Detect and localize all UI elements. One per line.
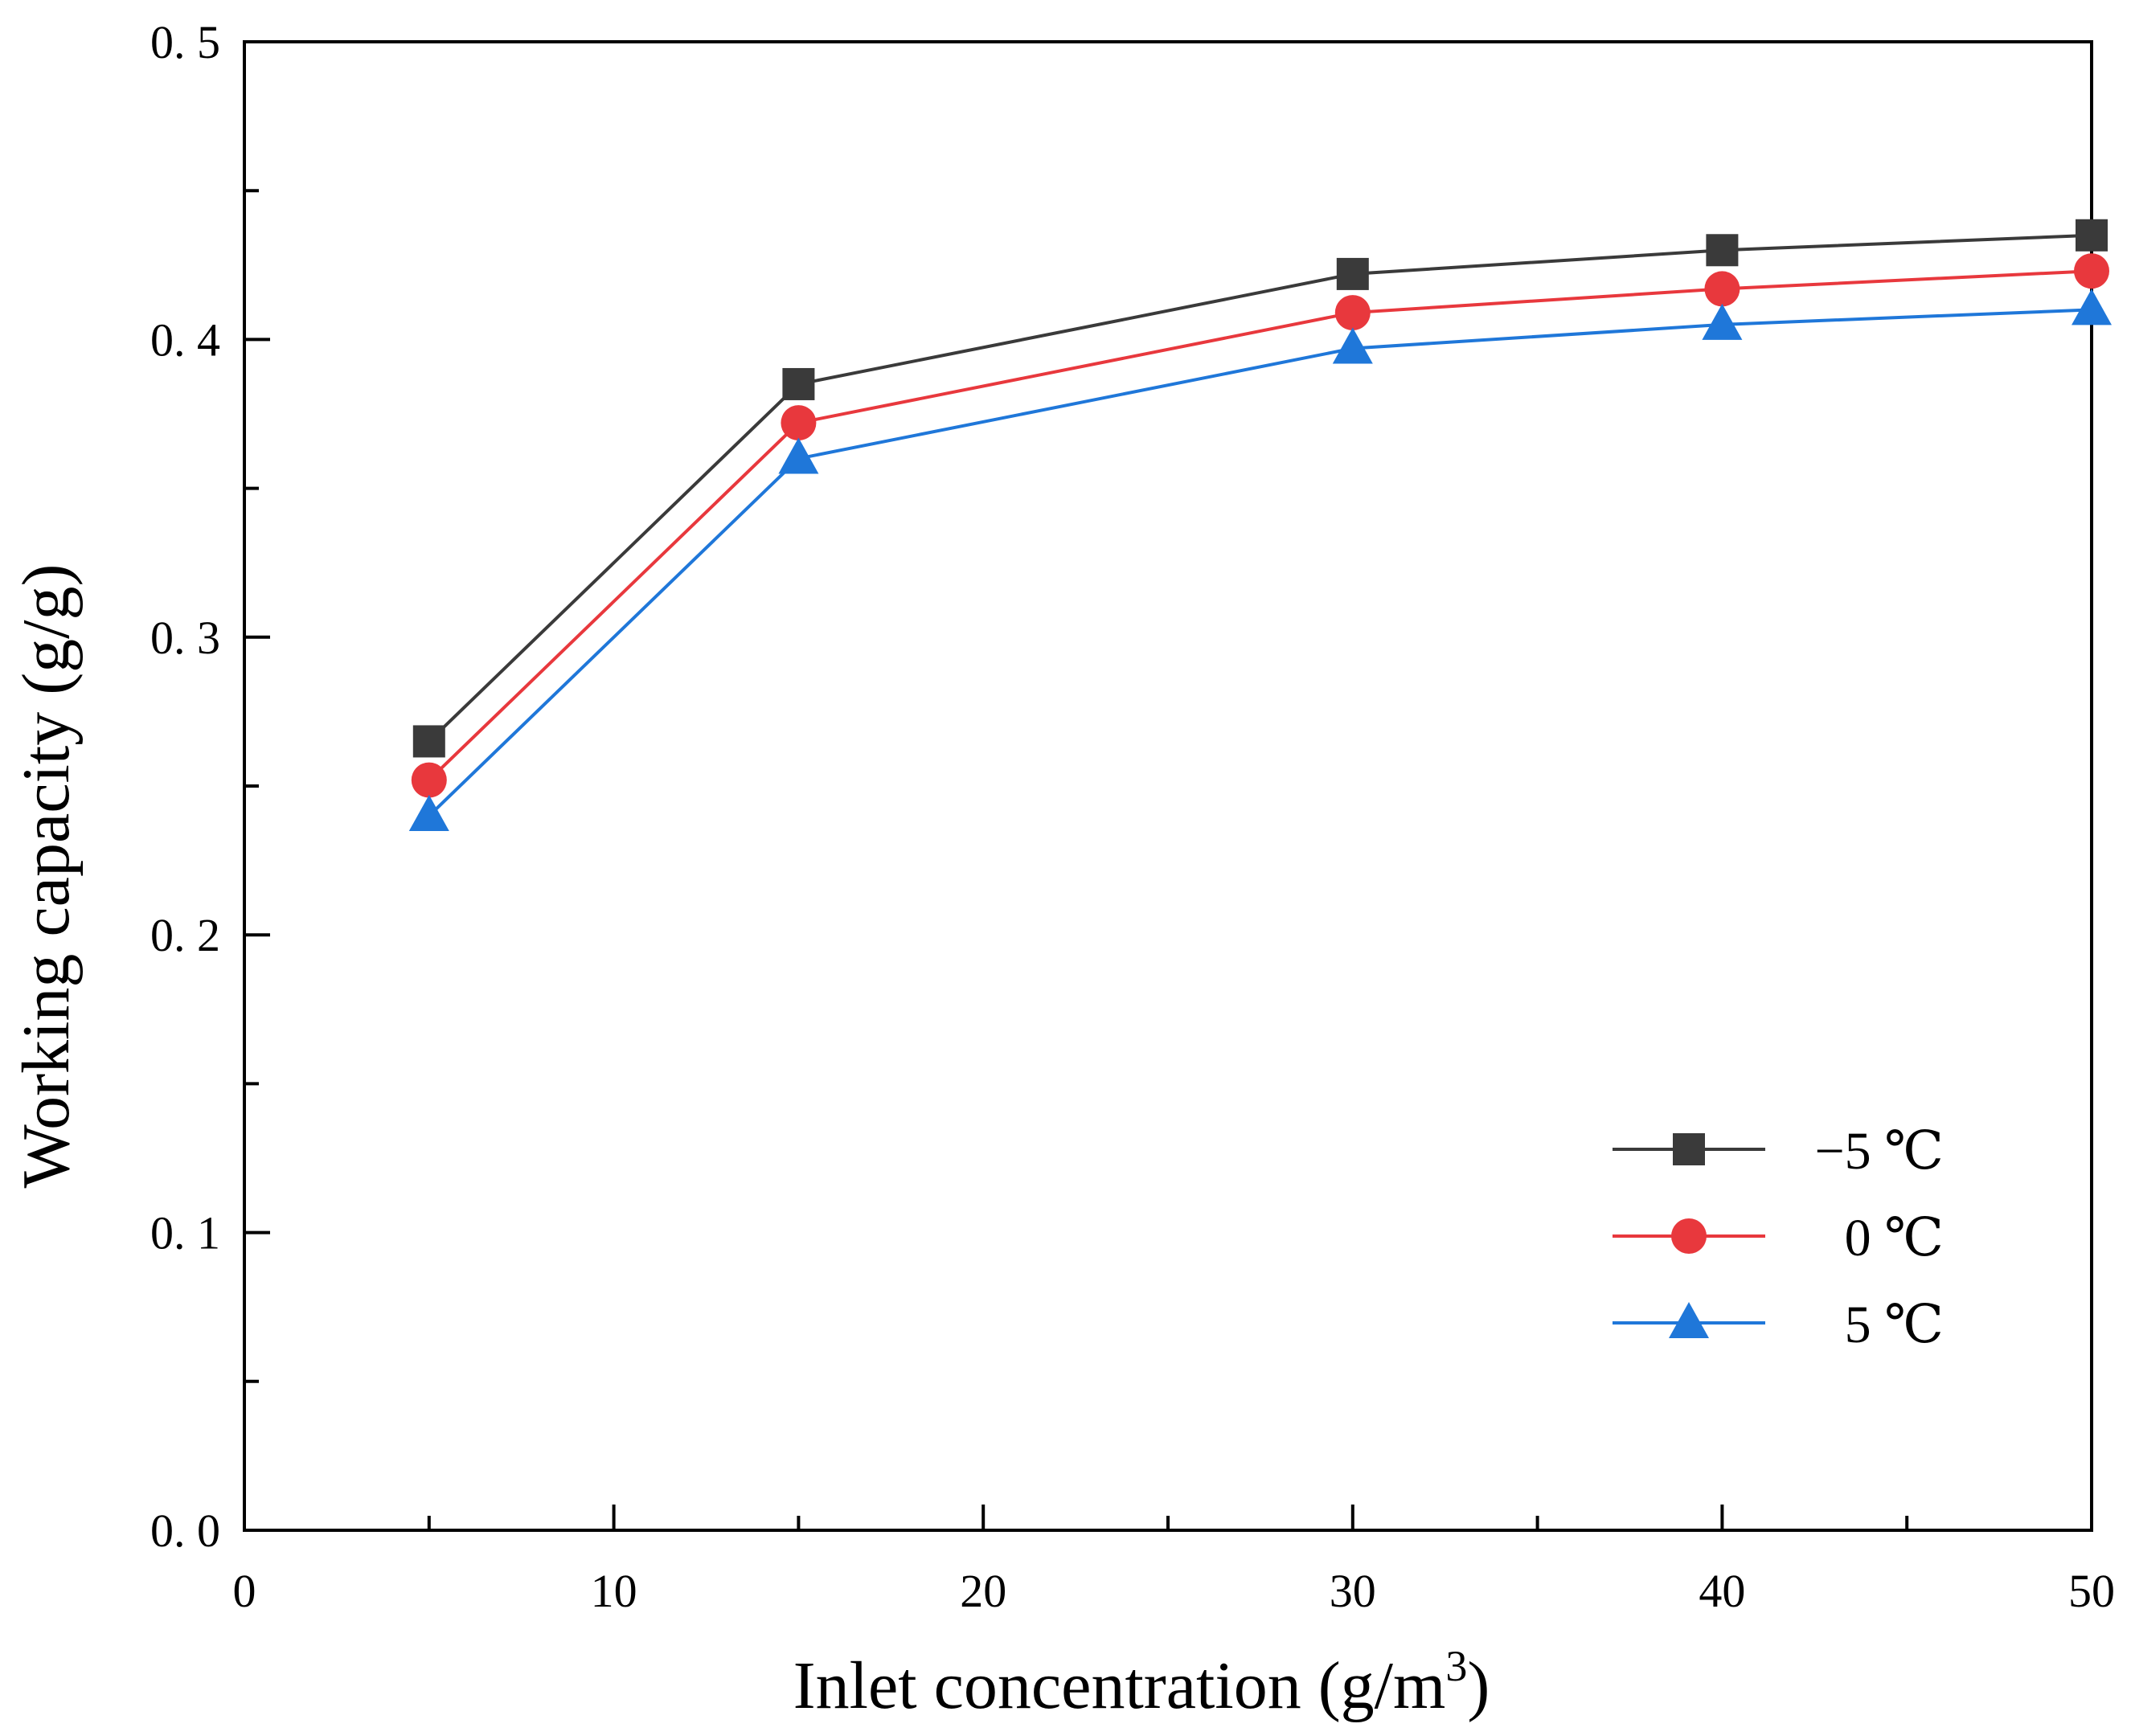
x-tick-label: 0 <box>233 1565 256 1617</box>
y-tick-label: 0. 0 <box>150 1505 220 1557</box>
series-3 <box>408 289 2112 832</box>
x-axis: 0 10 20 30 40 50 <box>233 1505 2115 1617</box>
x-tick-label: 20 <box>960 1565 1006 1617</box>
series-2 <box>411 253 2109 798</box>
data-point <box>408 795 449 832</box>
data-point <box>1704 271 1740 307</box>
legend: −5 ℃ 0 ℃ 5 ℃ <box>1613 1122 1944 1354</box>
y-axis-title: Working capacity (g/g) <box>9 564 84 1189</box>
data-point <box>2072 289 2112 326</box>
plot-border <box>243 40 2093 1532</box>
data-point <box>2074 253 2109 289</box>
data-point <box>1334 295 1371 331</box>
legend-marker <box>1671 1218 1707 1254</box>
legend-label: 0 ℃ <box>1845 1209 1944 1267</box>
series-line <box>428 269 2092 782</box>
legend-label: −5 ℃ <box>1814 1122 1944 1181</box>
y-tick-label: 0. 3 <box>150 612 220 664</box>
y-tick-label: 0. 1 <box>150 1207 220 1259</box>
data-point <box>782 367 815 400</box>
data-point <box>411 762 447 798</box>
legend-marker <box>1673 1133 1705 1165</box>
x-tick-label: 10 <box>591 1565 637 1617</box>
y-tick-label: 0. 2 <box>150 909 220 961</box>
y-tick-label: 0. 4 <box>150 313 220 366</box>
plot-area <box>243 40 2093 1532</box>
y-tick-label: 0. 5 <box>150 16 220 68</box>
data-point <box>778 437 819 474</box>
data-point <box>1332 327 1373 364</box>
x-axis-title: Inlet concentration (g/m3) <box>793 1642 1490 1723</box>
legend-item: 5 ℃ <box>1613 1296 1944 1354</box>
legend-item: 0 ℃ <box>1613 1209 1944 1267</box>
data-point <box>412 725 445 758</box>
series-line <box>428 233 2092 743</box>
x-tick-label: 40 <box>1699 1565 1745 1617</box>
legend-marker <box>1669 1302 1709 1338</box>
data-point <box>781 405 817 441</box>
series-1 <box>412 219 2108 758</box>
series-layer <box>408 219 2112 832</box>
x-tick-label: 50 <box>2068 1565 2115 1617</box>
legend-item: −5 ℃ <box>1613 1122 1944 1181</box>
data-point <box>1336 257 1369 290</box>
legend-label: 5 ℃ <box>1845 1296 1944 1354</box>
x-tick-label: 30 <box>1330 1565 1376 1617</box>
y-axis: 0. 0 0. 1 0. 2 0. 3 0. 4 0. 5 <box>150 16 270 1557</box>
data-point <box>1706 234 1739 267</box>
series-line <box>428 308 2092 817</box>
data-point <box>2076 219 2108 252</box>
data-point <box>1702 303 1743 340</box>
